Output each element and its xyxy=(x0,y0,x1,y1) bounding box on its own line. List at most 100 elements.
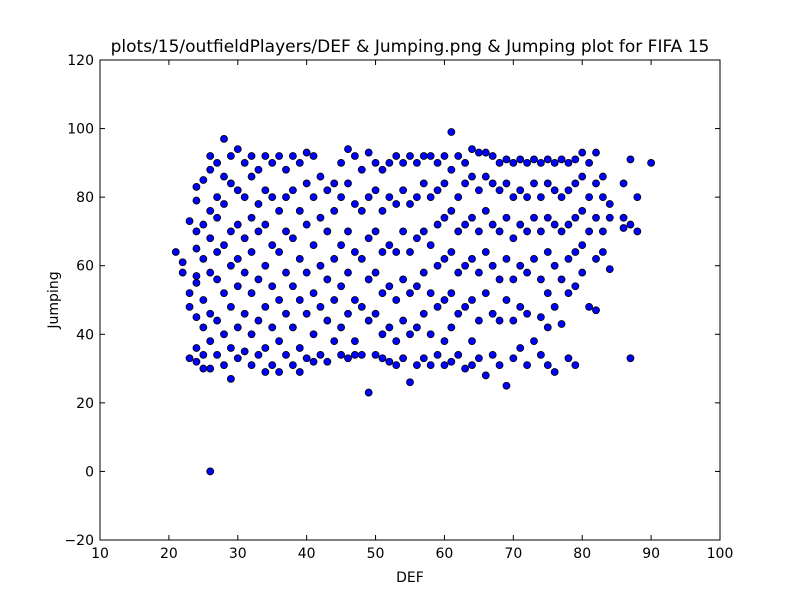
data-point xyxy=(592,306,600,315)
data-point xyxy=(316,350,325,359)
data-point xyxy=(357,302,366,311)
data-point xyxy=(454,309,463,318)
data-point xyxy=(399,316,408,325)
data-point xyxy=(468,296,476,304)
data-point xyxy=(571,179,580,188)
data-point xyxy=(378,206,387,215)
data-point xyxy=(474,354,483,363)
data-point xyxy=(302,179,311,188)
data-point xyxy=(412,158,421,167)
data-point xyxy=(364,148,373,157)
data-point xyxy=(371,158,380,167)
data-point xyxy=(495,361,504,370)
data-point xyxy=(592,148,600,157)
data-point xyxy=(550,220,559,229)
data-point xyxy=(585,193,594,202)
data-point xyxy=(481,148,490,157)
data-point xyxy=(199,296,208,304)
data-point xyxy=(254,227,263,236)
data-point xyxy=(433,186,442,195)
data-point xyxy=(626,354,635,363)
data-point xyxy=(523,361,532,370)
data-point xyxy=(206,152,215,160)
data-point xyxy=(419,309,428,318)
data-point xyxy=(295,206,304,215)
data-point xyxy=(633,227,642,236)
x-tick-label: 20 xyxy=(160,546,178,562)
data-point xyxy=(488,179,497,188)
data-point xyxy=(350,152,359,160)
data-point xyxy=(392,296,401,304)
data-point xyxy=(392,200,401,208)
data-point xyxy=(247,248,256,256)
data-point xyxy=(516,302,525,311)
data-point xyxy=(598,172,607,181)
data-point xyxy=(447,323,456,332)
data-point xyxy=(550,186,559,195)
data-point xyxy=(399,227,408,236)
data-point xyxy=(447,289,456,298)
data-point xyxy=(192,344,201,352)
data-point xyxy=(523,158,532,167)
data-point xyxy=(523,227,532,236)
data-point xyxy=(178,268,187,277)
data-point xyxy=(516,220,525,229)
data-point xyxy=(220,134,228,143)
data-point xyxy=(481,172,490,181)
data-point xyxy=(295,158,304,167)
data-point xyxy=(516,261,525,270)
data-point xyxy=(192,357,201,366)
data-point xyxy=(488,261,497,270)
data-point xyxy=(268,323,277,332)
data-point xyxy=(233,282,242,291)
data-point xyxy=(350,248,359,256)
data-point xyxy=(447,128,456,136)
data-point xyxy=(275,337,284,346)
y-tick-label: 60 xyxy=(76,259,94,275)
data-point xyxy=(619,224,628,232)
data-point xyxy=(426,330,435,339)
data-point xyxy=(233,220,242,229)
x-axis-ticks: 10 20 30 40 50 60 70 80 90 100 xyxy=(91,60,733,562)
data-point xyxy=(275,206,284,215)
data-point xyxy=(502,381,511,390)
data-point xyxy=(585,302,594,311)
data-point xyxy=(619,179,628,188)
data-point xyxy=(468,254,476,263)
data-point xyxy=(571,155,580,164)
data-point xyxy=(337,323,346,332)
data-point xyxy=(282,165,290,174)
data-point xyxy=(275,368,284,376)
data-point xyxy=(399,354,408,363)
data-point xyxy=(419,227,428,236)
data-point xyxy=(468,361,476,370)
data-point xyxy=(578,206,587,215)
data-point xyxy=(440,152,449,160)
data-point xyxy=(206,309,215,318)
data-point xyxy=(185,289,194,298)
y-axis-ticks: −20 0 20 40 60 80 100 120 xyxy=(64,53,720,549)
x-tick-label: 40 xyxy=(298,546,316,562)
data-point xyxy=(412,234,421,243)
data-point xyxy=(337,241,346,250)
data-point xyxy=(282,309,290,318)
data-point xyxy=(316,172,325,181)
data-point xyxy=(330,296,339,304)
data-point xyxy=(385,193,394,202)
data-point xyxy=(516,186,525,195)
x-tick-label: 100 xyxy=(707,546,734,562)
data-point xyxy=(536,275,545,284)
data-point xyxy=(220,361,228,370)
data-point xyxy=(585,158,594,167)
data-point xyxy=(495,316,504,325)
data-point xyxy=(288,323,297,332)
data-point xyxy=(261,344,270,352)
data-point xyxy=(468,337,476,346)
data-point xyxy=(206,337,215,346)
data-point xyxy=(233,186,242,195)
data-point xyxy=(268,193,277,202)
data-point xyxy=(226,261,235,270)
data-point xyxy=(578,268,587,277)
data-point xyxy=(564,289,573,298)
data-point xyxy=(350,296,359,304)
